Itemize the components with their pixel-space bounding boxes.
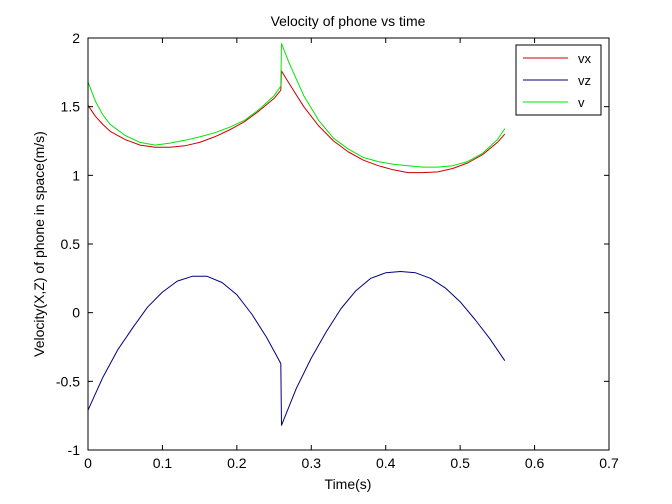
x-axis-label: Time(s)	[325, 476, 372, 492]
y-tick-label: 1	[72, 167, 80, 183]
chart-title: Velocity of phone vs time	[271, 13, 426, 29]
x-tick-label: 0.5	[450, 455, 470, 471]
y-tick-label: 0.5	[61, 236, 81, 252]
series-layer	[87, 43, 506, 426]
x-tick-label: 0.6	[525, 455, 545, 471]
legend: vx vz v	[515, 44, 602, 116]
y-axis: -1 -0.5 0 0.5 1 1.5 2	[56, 30, 609, 458]
series-line-v	[87, 43, 506, 168]
legend-label-v: v	[578, 95, 585, 110]
y-tick-label: -1	[68, 442, 81, 458]
series-line-vz	[87, 271, 506, 426]
legend-label-vx: vx	[578, 51, 592, 66]
y-tick-label: -0.5	[56, 373, 80, 389]
x-tick-label: 0	[84, 455, 92, 471]
y-tick-label: 0	[72, 305, 80, 321]
y-axis-label: Velocity(X,Z) of phone in space(m/s)	[31, 131, 47, 357]
legend-label-vz: vz	[578, 73, 591, 88]
x-tick-label: 0.3	[302, 455, 322, 471]
x-tick-label: 0.7	[599, 455, 619, 471]
y-tick-label: 1.5	[61, 99, 81, 115]
x-tick-label: 0.2	[227, 455, 247, 471]
x-tick-label: 0.1	[153, 455, 173, 471]
x-axis: 0 0.1 0.2 0.3 0.4 0.5 0.6 0.7	[84, 38, 619, 471]
x-tick-label: 0.4	[376, 455, 396, 471]
y-tick-label: 2	[72, 30, 80, 46]
